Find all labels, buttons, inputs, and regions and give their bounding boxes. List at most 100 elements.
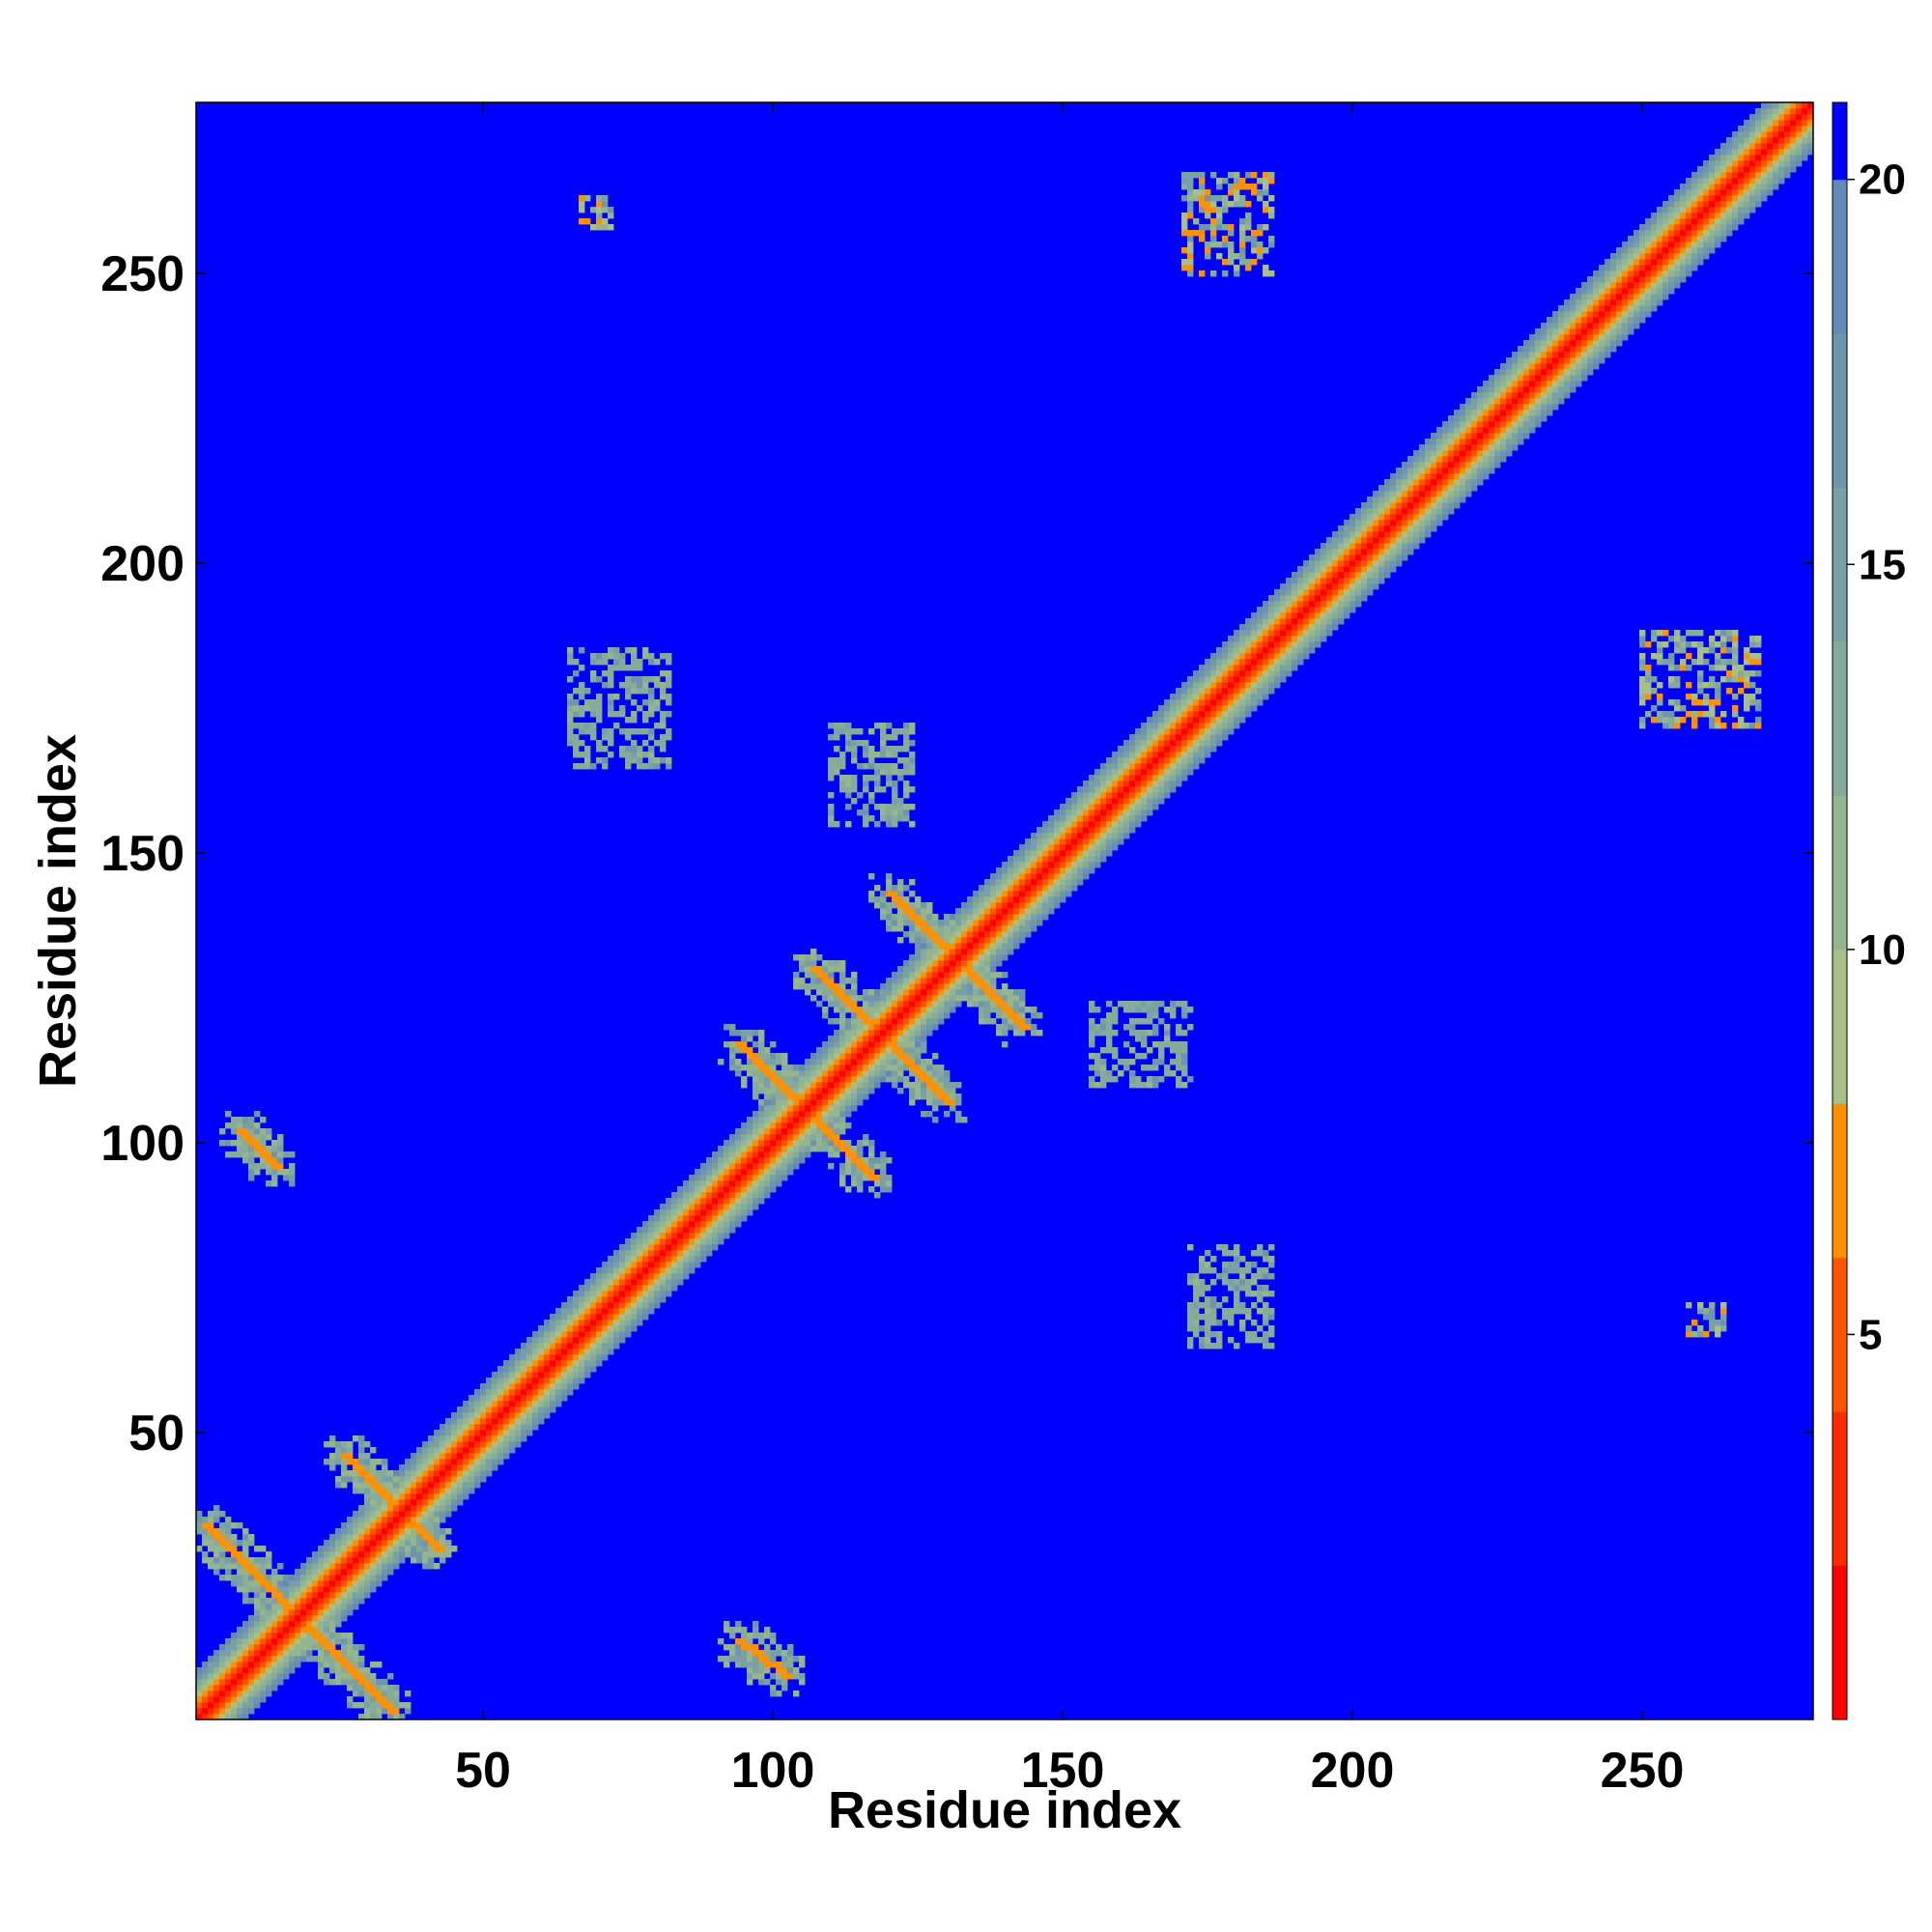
heatmap-cell — [1239, 1325, 1246, 1332]
heatmap-cell — [440, 1499, 446, 1506]
heatmap-cell — [1077, 844, 1084, 851]
heatmap-cell — [822, 1099, 829, 1106]
heatmap-cell — [1060, 833, 1066, 839]
heatmap-cell — [422, 1563, 435, 1570]
heatmap-cell — [689, 1209, 696, 1216]
heatmap-cell — [1407, 491, 1414, 497]
heatmap-cell — [619, 1273, 626, 1280]
heatmap-cell — [411, 1557, 417, 1564]
heatmap-cell — [393, 1522, 400, 1529]
heatmap-cell — [295, 1662, 301, 1668]
heatmap-cell — [335, 1546, 342, 1552]
heatmap-cell — [387, 1534, 394, 1541]
heatmap-cell — [213, 1656, 220, 1662]
heatmap-cell — [921, 983, 927, 990]
heatmap-cell — [1413, 543, 1420, 550]
heatmap-cell — [1193, 1302, 1200, 1309]
heatmap-cell — [341, 1650, 348, 1657]
heatmap-cell — [787, 1151, 794, 1158]
heatmap-cell — [892, 1012, 898, 1019]
heatmap-cell — [822, 1065, 829, 1071]
heatmap-cell — [1332, 595, 1339, 602]
heatmap-cell — [1170, 740, 1177, 747]
heatmap-cell — [544, 1325, 551, 1332]
heatmap-cell — [544, 1401, 551, 1407]
heatmap-cell — [718, 1656, 730, 1662]
heatmap-cell — [1361, 502, 1368, 509]
heatmap-cell — [370, 1505, 377, 1512]
heatmap-cell — [579, 1296, 585, 1303]
heatmap-cell — [434, 1499, 440, 1506]
heatmap-cell — [741, 1128, 748, 1135]
heatmap-cell — [1141, 786, 1148, 793]
heatmap-cell — [248, 1151, 255, 1158]
heatmap-cell — [242, 1662, 249, 1668]
heatmap-cell — [921, 902, 927, 909]
heatmap-cell — [955, 1094, 962, 1100]
heatmap-cell — [277, 1633, 284, 1639]
heatmap-cell — [1321, 630, 1327, 637]
heatmap-cell — [509, 1366, 516, 1373]
heatmap-cell — [868, 1082, 875, 1089]
heatmap-cell — [1065, 856, 1072, 863]
heatmap-cell — [810, 1099, 817, 1106]
heatmap-cell — [1378, 508, 1385, 515]
heatmap-cell — [1274, 647, 1281, 654]
heatmap-cell — [1054, 862, 1061, 868]
heatmap-cell — [1060, 850, 1066, 857]
heatmap-cell — [353, 1592, 365, 1599]
heatmap-cell — [1251, 676, 1258, 683]
heatmap-cell — [1129, 740, 1136, 747]
heatmap-cell — [770, 1134, 777, 1141]
heatmap-cell — [747, 1656, 753, 1662]
heatmap-cell — [1303, 618, 1310, 625]
heatmap-cell — [741, 1065, 759, 1071]
heatmap-cell — [1158, 775, 1165, 781]
heatmap-cell — [1002, 902, 1009, 909]
heatmap-cell — [880, 1151, 887, 1158]
heatmap-cell — [1222, 1273, 1229, 1280]
heatmap-cell — [376, 1528, 383, 1535]
heatmap-cell — [1361, 595, 1368, 602]
heatmap-cell — [329, 1441, 336, 1448]
heatmap-cell — [561, 1349, 568, 1355]
heatmap-cell — [602, 1331, 609, 1338]
heatmap-cell — [1071, 798, 1078, 805]
heatmap-cell — [295, 1656, 301, 1662]
heatmap-cell — [851, 1053, 858, 1060]
heatmap-cell — [996, 867, 1003, 874]
heatmap-cell — [1176, 1001, 1188, 1008]
heatmap-cell — [1332, 589, 1339, 596]
heatmap-cell — [213, 1702, 220, 1709]
heatmap-cell — [666, 1262, 672, 1268]
heatmap-cell — [776, 1122, 782, 1129]
heatmap-cell — [1402, 502, 1408, 509]
heatmap-cell — [254, 1609, 261, 1616]
heatmap-cell — [341, 1551, 348, 1558]
heatmap-cell — [613, 1279, 620, 1286]
heatmap-cell — [712, 1163, 719, 1170]
heatmap-cell — [770, 1656, 777, 1662]
heatmap-cell — [555, 1349, 562, 1355]
heatmap-cell — [242, 1563, 255, 1570]
heatmap-cell — [1239, 630, 1252, 637]
heatmap-cell — [1309, 578, 1316, 584]
heatmap-cell — [283, 1633, 290, 1639]
heatmap-cell — [984, 949, 991, 955]
heatmap-cell — [1274, 589, 1281, 596]
heatmap-cell — [1129, 1018, 1153, 1025]
heatmap-cell — [671, 1215, 678, 1222]
heatmap-cell — [271, 1592, 284, 1599]
heatmap-cell — [1361, 560, 1368, 567]
heatmap-cell — [892, 781, 898, 787]
heatmap-cell — [1251, 636, 1258, 642]
heatmap-cell — [1407, 479, 1414, 486]
heatmap-cell — [666, 711, 672, 718]
heatmap-cell — [1454, 473, 1461, 480]
heatmap-cell — [648, 1273, 655, 1280]
heatmap-cell — [1106, 757, 1113, 764]
heatmap-cell — [335, 1615, 342, 1622]
heatmap-cell — [1361, 578, 1368, 584]
heatmap-cell — [237, 1708, 243, 1715]
heatmap-cell — [538, 1406, 545, 1413]
